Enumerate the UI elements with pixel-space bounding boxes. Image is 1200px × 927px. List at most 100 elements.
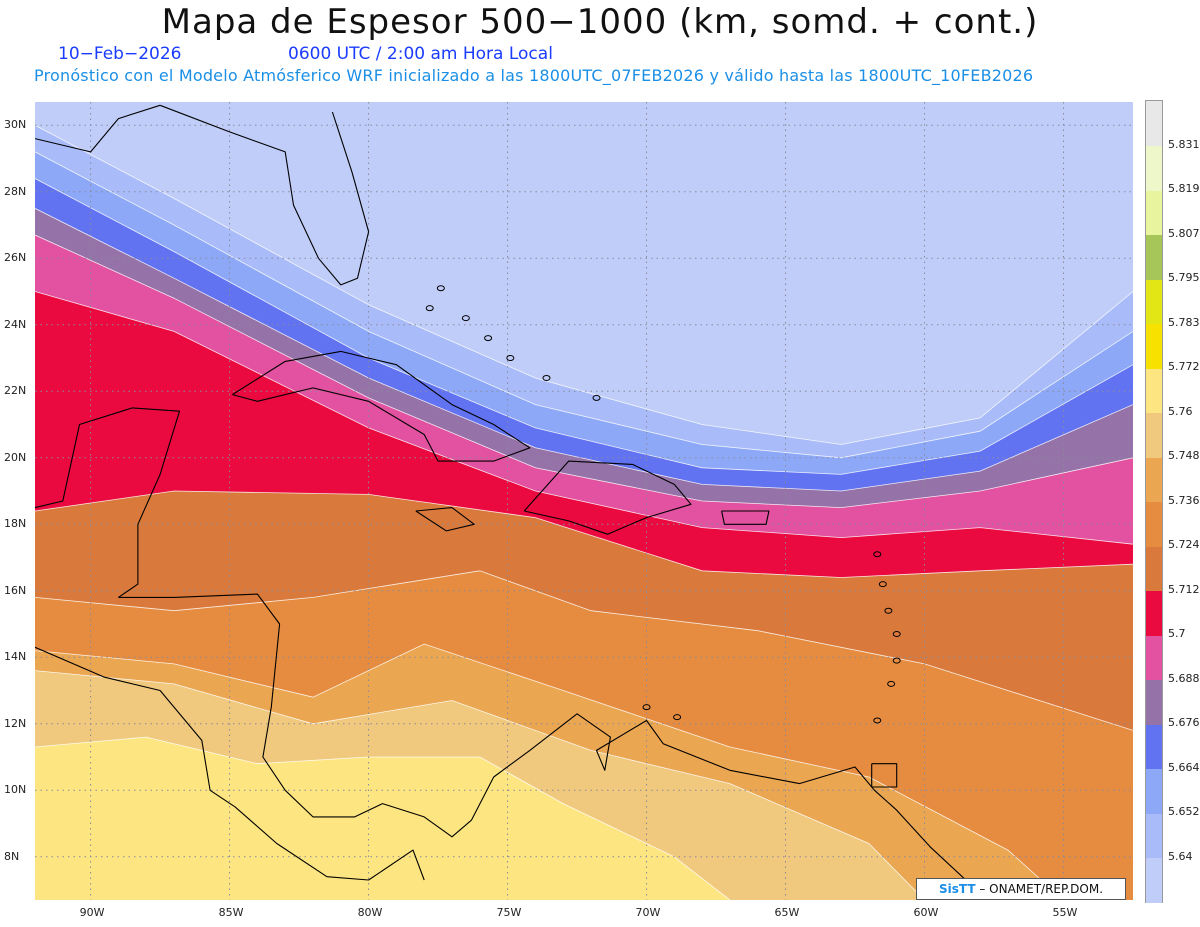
honduras-coast (118, 593, 472, 838)
legend-swatch (1146, 145, 1162, 191)
legend-swatch (1146, 234, 1162, 280)
puerto-rico-coast (721, 510, 770, 525)
lon-tick-label: 60W (913, 906, 939, 919)
legend-swatch (1146, 457, 1162, 502)
forecast-time: 0600 UTC / 2:00 am Hora Local (288, 44, 553, 64)
legend-swatch (1146, 368, 1162, 413)
forecast-date: 10−Feb−2026 (58, 44, 182, 64)
lon-tick-label: 75W (496, 906, 522, 919)
lat-tick-label: 24N (4, 317, 27, 331)
yucatan-coast (35, 407, 181, 598)
contour-line-5-7 (35, 234, 1133, 509)
lat-tick-label: 20N (4, 450, 27, 464)
cuba-coast (232, 350, 531, 462)
lon-tick-label: 70W (635, 906, 661, 919)
island-outline (425, 305, 434, 312)
legend-value: 5.712 (1168, 582, 1200, 596)
map-title: Mapa de Espesor 500−1000 (km, somd. + co… (161, 2, 1039, 42)
legend-swatch (1146, 501, 1162, 547)
legend-swatch (1146, 857, 1162, 903)
legend-swatch (1146, 635, 1162, 680)
lat-tick-label: 22N (4, 384, 27, 398)
island-outline (673, 714, 682, 721)
color-legend (1145, 100, 1163, 903)
island-outline (873, 717, 882, 724)
contour-line-5-772 (35, 736, 731, 900)
florida-coast (159, 104, 370, 286)
legend-value: 5.783 (1168, 315, 1200, 329)
island-outline (892, 657, 901, 664)
island-outline (887, 680, 896, 687)
legend-swatch (1146, 679, 1162, 725)
legend-value: 5.772 (1168, 360, 1200, 373)
pacific-coast (35, 646, 425, 881)
legend-value: 5.795 (1168, 271, 1200, 284)
legend-value: 5.652 (1168, 805, 1200, 818)
island-outline (878, 581, 887, 588)
lat-tick-label: 16N (4, 583, 27, 597)
map-area (35, 102, 1133, 900)
legend-value: 5.76 (1168, 404, 1193, 418)
legend-value: 5.7 (1168, 627, 1186, 640)
lat-tick-label: 8N (4, 849, 20, 863)
lat-tick-label: 10N (4, 783, 27, 797)
legend-swatch (1146, 724, 1162, 769)
legend-swatch (1146, 101, 1162, 146)
legend-swatch (1146, 190, 1162, 235)
jamaica-coast (415, 507, 475, 532)
island-outline (461, 315, 470, 322)
credit-box: SisTT – ONAMET/REP.DOM. (916, 878, 1126, 900)
contour-line-5-688 (35, 208, 1133, 492)
island-outline (436, 285, 445, 292)
island-outline (892, 631, 901, 637)
lat-tick-label: 26N (4, 251, 27, 265)
lat-tick-label: 18N (4, 517, 27, 531)
legend-value: 5.831 (1168, 137, 1200, 151)
legend-swatch (1146, 813, 1162, 858)
island-outline (592, 394, 601, 401)
band-5-772 (35, 737, 1133, 900)
lat-tick-label: 14N (4, 650, 27, 664)
lon-tick-label: 65W (774, 906, 800, 919)
trinidad-coast (871, 763, 898, 788)
legend-swatch (1146, 546, 1162, 591)
thickness-map (35, 102, 1133, 900)
island-outline (542, 374, 551, 381)
legend-value: 5.664 (1168, 760, 1200, 774)
forecast-description: Pronóstico con el Modelo Atmósferico WRF… (34, 66, 1034, 85)
lon-tick-label: 80W (357, 906, 383, 919)
legend-value: 5.64 (1168, 849, 1193, 863)
contour-line-5-748 (35, 643, 1064, 900)
credit-org: – ONAMET/REP.DOM. (979, 882, 1104, 896)
legend-value: 5.676 (1168, 716, 1200, 729)
legend-value: 5.807 (1168, 226, 1200, 240)
island-outline (506, 355, 515, 362)
legend-value: 5.724 (1168, 538, 1200, 551)
lat-tick-label: 28N (4, 184, 27, 198)
legend-value: 5.819 (1168, 182, 1200, 195)
legend-swatch (1146, 279, 1162, 324)
legend-swatch (1146, 768, 1162, 814)
legend-value: 5.736 (1168, 493, 1200, 507)
legend-value: 5.748 (1168, 449, 1200, 462)
credit-brand: SisTT (938, 882, 976, 896)
colombia-venezuela-coast (470, 713, 995, 900)
legend-swatch (1146, 323, 1162, 369)
contour-line-5-712 (35, 291, 1133, 545)
island-outline (884, 607, 893, 614)
contour-line-5-652 (35, 124, 1133, 445)
hispaniola-coast (523, 460, 692, 535)
island-outline (642, 704, 651, 711)
island-outline (484, 335, 493, 342)
island-outline (873, 551, 882, 558)
gulf-coast (35, 104, 161, 153)
contour-line-5-664 (35, 151, 1133, 459)
contour-line-5-76 (35, 670, 925, 900)
lon-tick-label: 55W (1052, 906, 1078, 919)
lon-tick-label: 85W (218, 906, 244, 919)
legend-swatch (1146, 412, 1162, 458)
lat-tick-label: 30N (4, 118, 27, 132)
lat-tick-label: 12N (4, 716, 27, 730)
contour-line-5-676 (35, 178, 1133, 475)
contour-line-5-724 (35, 490, 1133, 578)
